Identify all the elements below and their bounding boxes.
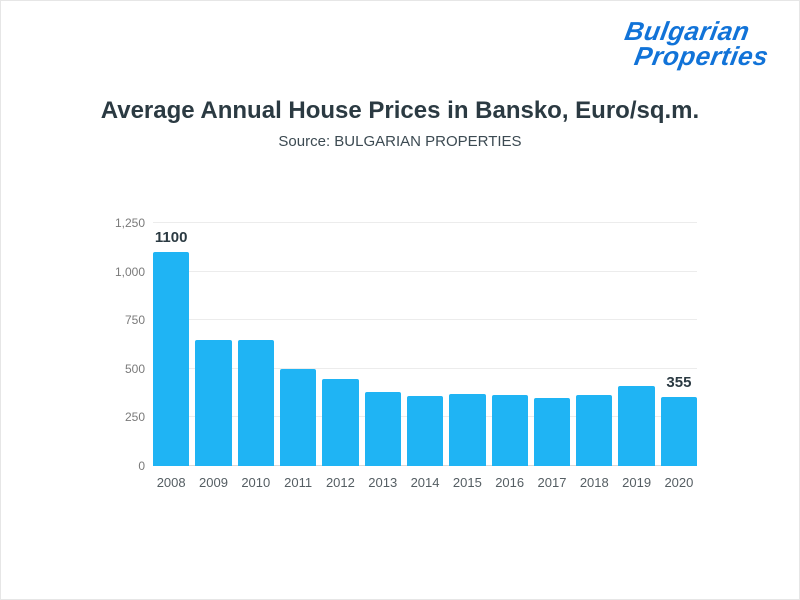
bar-slot-2017: 2017 — [533, 223, 571, 490]
y-tick-label: 250 — [124, 410, 145, 425]
chart-subtitle: Source: BULGARIAN PROPERTIES — [278, 133, 522, 150]
plot-area: 1100 2008 2009 2010 2011 2012 2013 2014 2015 2016… — [153, 222, 698, 490]
x-tick-label: 2019 — [622, 475, 652, 490]
x-tick-label: 2012 — [325, 475, 355, 490]
bar-2009 — [195, 339, 232, 466]
logo-line-1: Bulgarian — [622, 16, 753, 46]
bar-value-label: 1100 — [154, 229, 188, 247]
bar-2018 — [576, 395, 613, 466]
gridline-1000 — [153, 270, 697, 272]
bar-slot-2019: 2019 — [618, 223, 655, 490]
bar-slot-2018: 2018 — [576, 223, 613, 490]
bar-2019 — [618, 386, 655, 466]
bulgarian-properties-logo: Bulgarian Properties — [619, 16, 775, 71]
bar-chart: 0 250 500 750 1,000 1,250 1100 2008 2009 2010 201… — [105, 216, 698, 490]
bar-2008 — [153, 252, 190, 466]
x-tick-label: 2018 — [579, 475, 609, 490]
bar-2010 — [237, 339, 274, 466]
x-tick-label: 2016 — [495, 475, 525, 490]
bar-slot-2011: 2011 — [279, 223, 317, 490]
bar-2017 — [533, 397, 571, 466]
gridline-750 — [153, 319, 697, 321]
y-axis: 0 250 500 750 1,000 1,250 — [105, 216, 145, 473]
y-tick-label: 1,000 — [114, 264, 145, 279]
x-tick-label: 2008 — [156, 475, 186, 490]
bar-slot-2020: 355 2020 — [660, 223, 698, 490]
bar-2020 — [660, 397, 698, 466]
y-tick-label: 1,250 — [114, 216, 145, 230]
gridline-500 — [153, 367, 697, 369]
x-tick-label: 2015 — [452, 475, 482, 490]
bar-slot-2012: 2012 — [322, 223, 359, 490]
bar-slot-2008: 1100 2008 — [153, 223, 190, 490]
bars-group: 1100 2008 2009 2010 2011 2012 2013 2014 2015 2016… — [153, 223, 698, 490]
bar-slot-2010: 2010 — [237, 223, 274, 490]
chart-title: Average Annual House Prices in Bansko, E… — [100, 97, 700, 124]
x-tick-label: 2014 — [410, 475, 440, 490]
x-tick-label: 2009 — [199, 475, 228, 490]
bar-2011 — [279, 368, 317, 466]
bar-slot-2016: 2016 — [491, 223, 528, 490]
x-tick-label: 2011 — [284, 475, 313, 490]
bar-slot-2009: 2009 — [195, 223, 232, 490]
y-tick-label: 500 — [124, 361, 145, 376]
gridline-1250 — [153, 222, 697, 223]
bar-2016 — [491, 395, 528, 466]
bar-2015 — [449, 394, 486, 466]
bar-slot-2015: 2015 — [449, 223, 486, 490]
bar-value-label: 355 — [666, 374, 692, 391]
logo-line-2: Properties — [632, 40, 772, 71]
x-tick-label: 2010 — [241, 475, 271, 490]
bar-slot-2014: 2014 — [406, 223, 444, 490]
bar-slot-2013: 2013 — [364, 223, 401, 490]
x-tick-label: 2020 — [664, 475, 694, 490]
bar-2013 — [364, 392, 401, 466]
x-tick-label: 2017 — [537, 475, 567, 490]
y-tick-label: 750 — [124, 313, 145, 328]
bar-2014 — [406, 396, 444, 466]
x-tick-label: 2013 — [368, 475, 398, 490]
y-tick-label: 0 — [138, 459, 145, 473]
chart-header: Average Annual House Prices in Bansko, E… — [1, 97, 799, 150]
bar-2012 — [322, 378, 359, 466]
